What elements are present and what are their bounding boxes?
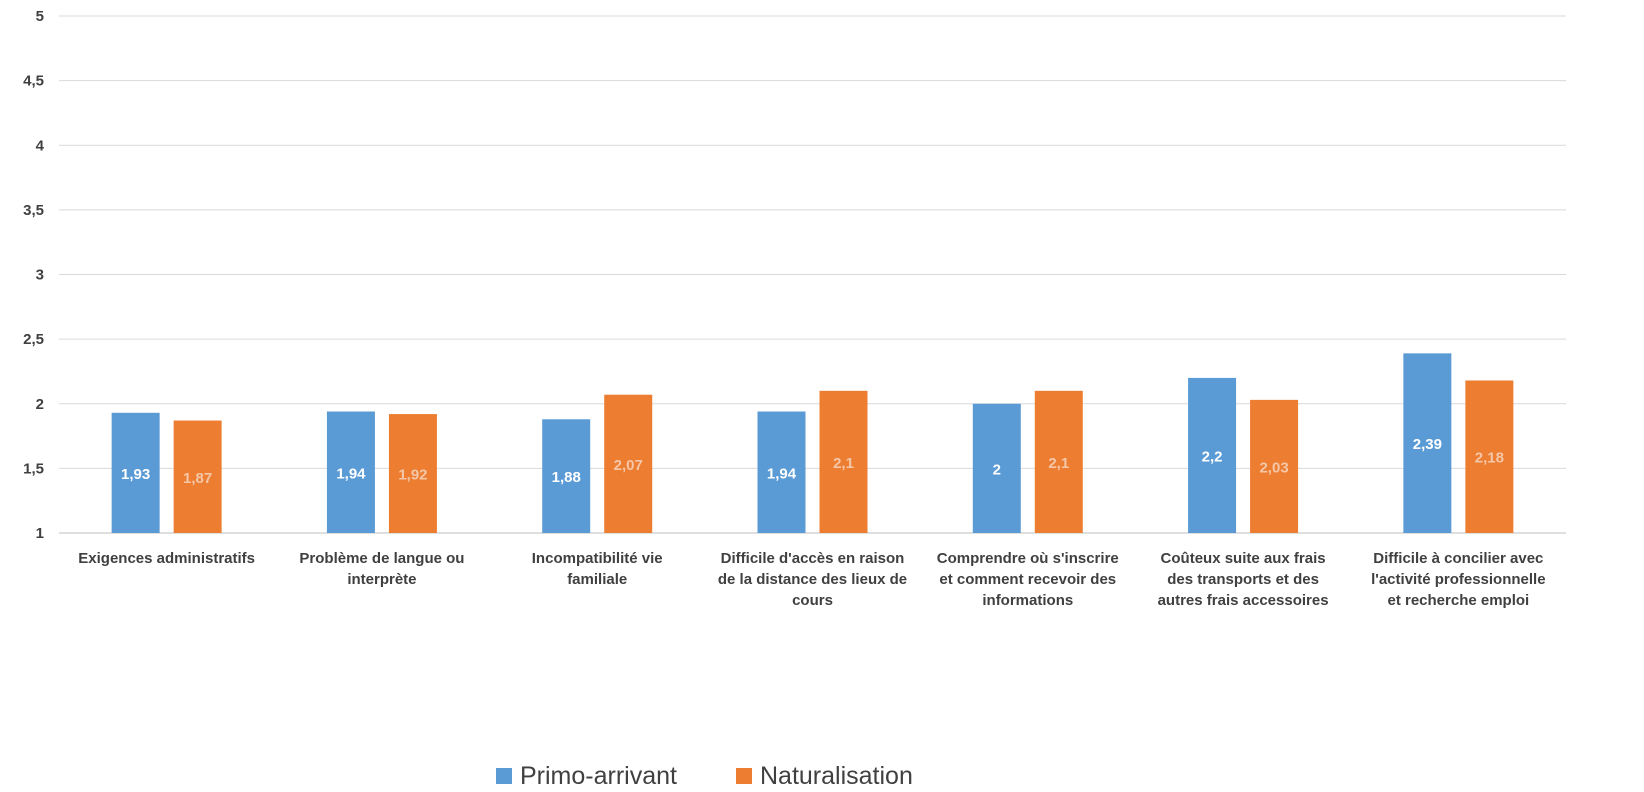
y-axis-ticks: 1 1,5 2 2,5 3 3,5 4 4,5 5	[23, 8, 45, 542]
data-label: 1,94	[767, 465, 797, 482]
x-category-line: l'activité professionnelle	[1371, 571, 1545, 588]
y-tick-label: 2,5	[23, 331, 44, 348]
data-label: 2,1	[833, 455, 854, 472]
x-category-line: Problème de langue ou	[299, 550, 464, 567]
data-label: 1,93	[121, 466, 150, 483]
bar-naturalisation	[1034, 390, 1083, 533]
y-tick-label: 5	[36, 8, 44, 25]
x-category-line: cours	[792, 592, 833, 609]
x-axis-categories: Exigences administratifs Problème de lang…	[78, 550, 1545, 609]
y-tick-label: 3,5	[23, 202, 44, 219]
bar-naturalisation	[604, 394, 653, 533]
y-tick-label: 1	[36, 525, 44, 542]
bars	[111, 353, 1514, 533]
legend-label-naturalisation: Naturalisation	[760, 762, 913, 790]
data-label: 1,94	[336, 465, 366, 482]
x-category-line: des transports et des	[1167, 571, 1319, 588]
data-label: 2	[993, 461, 1001, 478]
data-label: 2,2	[1202, 448, 1223, 465]
data-labels: 1,93 1,87 1,94 1,92 1,88 2,07 1,94 2,1 2 2,1 2,2 2,…	[121, 436, 1504, 487]
data-label: 2,18	[1475, 450, 1504, 467]
data-label: 2,1	[1048, 455, 1069, 472]
legend-swatch-naturalisation	[736, 768, 752, 784]
x-category-line: familiale	[567, 571, 627, 588]
x-category-line: de la distance des lieux de	[718, 571, 907, 588]
bar-naturalisation	[1465, 380, 1514, 533]
bar-primo-arrivant	[542, 419, 591, 533]
x-category-line: Difficile d'accès en raison	[721, 550, 905, 567]
y-tick-label: 1,5	[23, 460, 44, 477]
x-category-line: Coûteux suite aux frais	[1161, 550, 1326, 567]
x-category-label: Difficile à concilier avec l'activité pro…	[1371, 550, 1545, 609]
x-category-label: Coûteux suite aux frais des transports et…	[1158, 550, 1329, 609]
legend-swatch-primo-arrivant	[496, 768, 512, 784]
data-label: 1,88	[552, 469, 581, 486]
legend: Primo-arrivant Naturalisation	[496, 762, 913, 790]
x-category-line: autres frais accessoires	[1158, 592, 1329, 609]
x-category-label: Incompatibilité vie familiale	[532, 550, 663, 588]
x-category-line: Difficile à concilier avec	[1373, 550, 1543, 567]
bar-primo-arrivant	[326, 411, 375, 533]
bar-naturalisation	[1250, 399, 1299, 533]
data-label: 1,87	[183, 470, 212, 487]
x-category-label: Problème de langue ou interprète	[299, 550, 464, 588]
x-category-line: Comprendre où s'inscrire	[937, 550, 1119, 567]
y-tick-label: 2	[36, 396, 44, 413]
gridlines	[59, 15, 1566, 534]
x-category-line: Incompatibilité vie	[532, 550, 663, 567]
data-label: 2,39	[1413, 436, 1442, 453]
bar-naturalisation	[819, 390, 868, 533]
bar-primo-arrivant	[1403, 353, 1452, 533]
data-label: 2,07	[614, 457, 643, 474]
data-label: 1,92	[398, 467, 427, 484]
x-category-line: et recherche emploi	[1387, 592, 1529, 609]
x-category-line: Exigences administratifs	[78, 550, 255, 567]
bar-primo-arrivant	[1188, 377, 1237, 533]
x-category-label: Exigences administratifs	[78, 550, 255, 567]
legend-label-primo-arrivant: Primo-arrivant	[520, 762, 677, 790]
bar-naturalisation	[173, 420, 222, 533]
x-category-label: Comprendre où s'inscrire et comment recev…	[937, 550, 1119, 609]
bar-primo-arrivant	[972, 403, 1021, 533]
x-category-line: informations	[982, 592, 1073, 609]
y-tick-label: 4	[36, 137, 45, 154]
bar-naturalisation	[388, 414, 437, 533]
x-category-label: Difficile d'accès en raison de la distanc…	[718, 550, 907, 609]
y-tick-label: 3	[36, 267, 44, 284]
x-category-line: interprète	[347, 571, 416, 588]
data-label: 2,03	[1259, 459, 1288, 476]
bar-primo-arrivant	[757, 411, 806, 533]
x-category-line: et comment recevoir des	[939, 571, 1116, 588]
bar-primo-arrivant	[111, 412, 160, 533]
y-tick-label: 4,5	[23, 73, 44, 90]
